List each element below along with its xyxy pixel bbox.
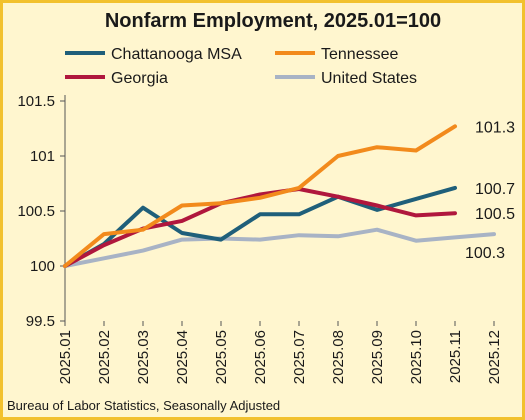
y-tick-label: 99.5 [26,313,55,330]
x-tick-label: 2025.01 [57,330,74,384]
line-chart: Nonfarm Employment, 2025.01=100 Chattano… [7,10,515,413]
end-value-label: 100.3 [465,245,505,262]
legend-item: United States [275,70,417,87]
x-tick-label: 2025.04 [174,330,191,384]
y-tick-label: 101.5 [17,93,55,110]
y-tick-label: 101 [30,148,55,165]
x-tick-label: 2025.03 [135,330,152,384]
legend-label: United States [321,70,417,87]
series-line [63,124,457,268]
legend-label: Georgia [111,70,168,87]
end-value-label: 101.3 [475,119,515,136]
y-tick-label: 100 [30,258,55,275]
x-tick-label: 2025.08 [330,330,347,384]
axes: 99.5 100 100.5 101 101.5 2025.01 2025.02 2025.0… [17,93,503,384]
legend-item: Georgia [65,70,168,87]
legend-label: Chattanooga MSA [111,46,242,63]
series-line [63,227,496,268]
x-tick-label: 2025.09 [369,330,386,384]
x-tick-label: 2025.11 [447,330,464,383]
end-labels: 100.7 101.3 100.5 100.3 [465,119,515,262]
x-tick-label: 2025.05 [213,330,230,384]
end-value-label: 100.7 [475,181,515,198]
chart-title: Nonfarm Employment, 2025.01=100 [105,10,441,32]
source-note: Bureau of Labor Statistics, Seasonally A… [7,398,280,413]
x-tick-label: 2025.06 [252,330,269,384]
y-tick-label: 100.5 [17,203,55,220]
series-lines [63,124,496,268]
legend-item: Chattanooga MSA [65,46,242,63]
legend-item: Tennessee [275,46,398,63]
x-tick-label: 2025.10 [408,330,425,384]
x-tick-label: 2025.02 [96,330,113,384]
x-tick-label: 2025.07 [291,330,308,384]
legend-label: Tennessee [321,46,398,63]
series-line [63,185,457,268]
legend: Chattanooga MSA Tennessee Georgia United St… [65,46,417,87]
x-tick-label: 2025.12 [486,330,503,384]
end-value-label: 100.5 [475,206,515,223]
series-line [63,187,457,268]
